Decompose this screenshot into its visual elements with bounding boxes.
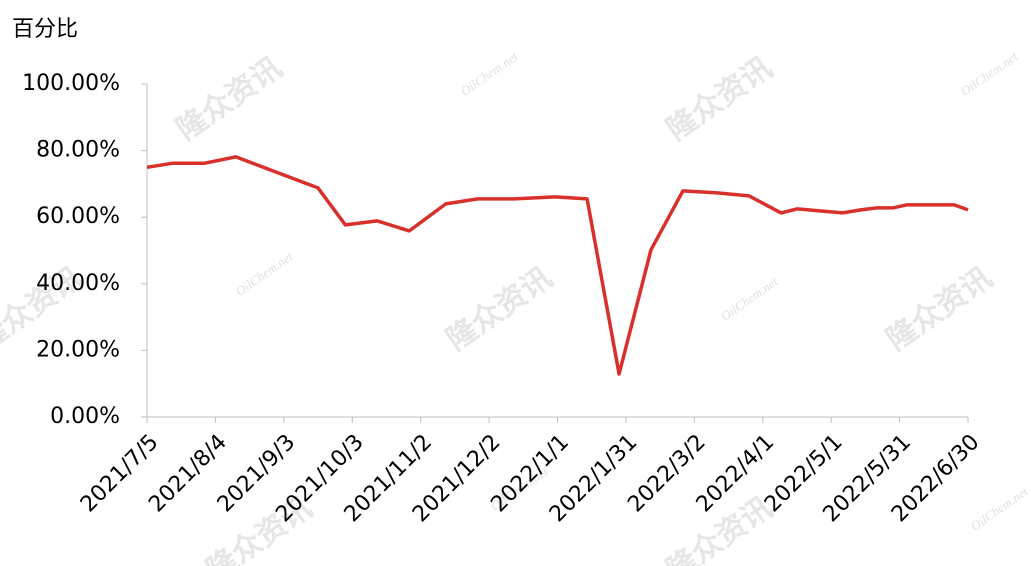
watermark: OilChem.net bbox=[958, 48, 1021, 98]
y-tick-label: 80.00% bbox=[36, 138, 120, 163]
watermark: 隆众资讯 bbox=[880, 260, 998, 357]
y-axis-label: 百分比 bbox=[12, 17, 78, 42]
y-tick-label: 20.00% bbox=[36, 337, 120, 362]
data-line bbox=[146, 155, 969, 376]
watermark: 隆众资讯 bbox=[660, 50, 778, 147]
watermark: OilChem.net bbox=[718, 273, 781, 323]
y-tick-label: 40.00% bbox=[36, 271, 120, 296]
watermark: 隆众资讯 bbox=[170, 50, 288, 147]
watermark: 隆众资讯 bbox=[440, 260, 558, 357]
watermark: OilChem.net bbox=[233, 248, 296, 298]
y-tick-label: 100.00% bbox=[22, 71, 120, 96]
watermark: OilChem.net bbox=[458, 48, 521, 98]
watermark: OilChem.net bbox=[968, 483, 1031, 533]
y-tick-label: 60.00% bbox=[36, 204, 120, 229]
y-tick-label: 0.00% bbox=[50, 404, 120, 429]
